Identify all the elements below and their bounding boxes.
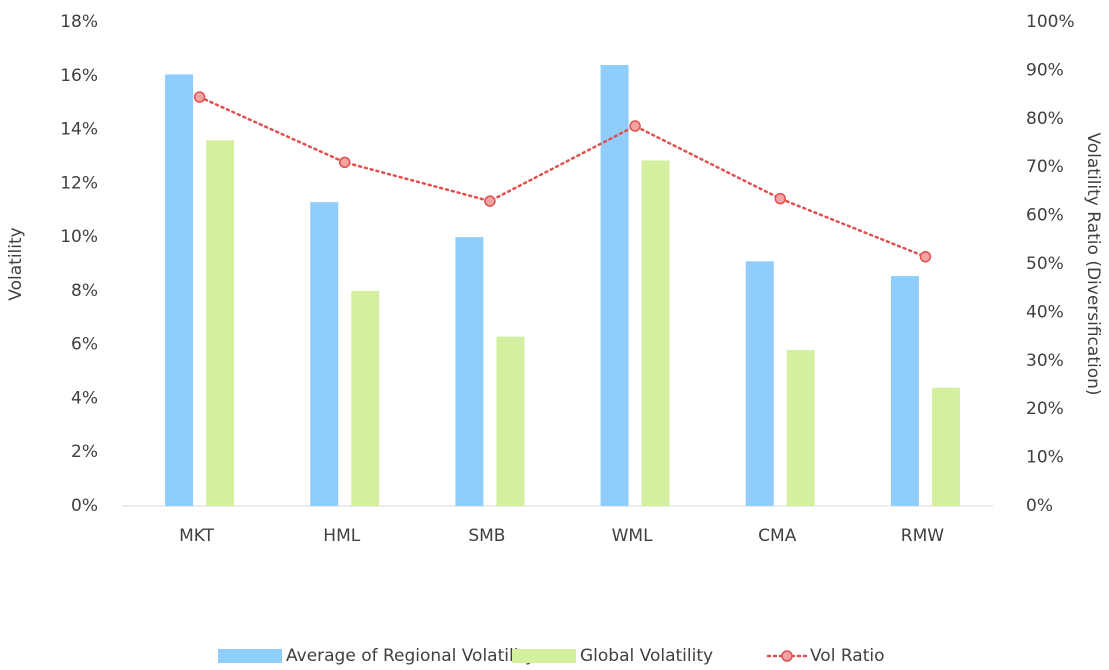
bar [351,290,380,506]
bar [786,350,815,506]
bar [496,336,525,506]
y2-tick-label: 60% [1026,206,1064,226]
y2-tick-label: 0% [1026,496,1053,516]
y-tick-label: 18% [60,12,98,32]
bar [310,202,339,506]
line-marker [629,120,641,132]
y-tick-label: 8% [71,281,98,301]
legend-swatch [781,650,793,662]
bar [455,237,484,506]
y2-tick-label: 50% [1026,254,1064,274]
y-tick-label: 14% [60,120,98,140]
line [198,95,927,258]
y-tick-label: 4% [71,388,98,408]
y-tick-label: 10% [60,227,98,247]
y2-tick-label: 10% [1026,448,1064,468]
legend-label: Average of Regional Volatility [286,646,535,666]
legend-swatch [512,649,576,663]
bar [931,387,960,506]
legend-swatch [218,649,282,663]
bar [641,160,670,506]
y2-axis-label: Volatility Ratio (Diversification) [1083,132,1103,395]
y2-tick-label: 20% [1026,399,1064,419]
bar [745,261,774,506]
legend-label: Global Volatility [580,646,713,666]
line-marker [339,156,351,169]
y-tick-label: 0% [71,496,98,516]
y2-tick-label: 70% [1026,157,1064,177]
y2-tick-label: 100% [1026,12,1075,32]
line-marker [919,250,932,263]
legend-label: Vol Ratio [810,646,884,666]
y2-tick-label: 90% [1026,60,1064,80]
line-marker [774,192,786,205]
y-tick-label: 6% [71,335,98,355]
y-tick-label: 12% [60,173,98,193]
line-marker [193,91,206,103]
x-tick-label: CMA [758,526,797,546]
y2-tick-label: 30% [1026,351,1064,371]
x-tick-label: MKT [179,526,214,546]
x-tick-label: RMW [901,526,944,546]
y2-tick-label: 80% [1026,109,1064,129]
bar [165,74,194,506]
bar [890,276,919,506]
bar [206,140,235,507]
bar [600,65,629,507]
y-axis-label: Volatility [6,227,26,300]
y-tick-label: 2% [71,442,98,462]
x-tick-label: SMB [468,526,505,546]
x-tick-label: HML [323,526,360,546]
x-tick-label: WML [612,526,653,546]
y-tick-label: 16% [60,66,98,86]
y2-tick-label: 40% [1026,302,1064,322]
line-marker [484,195,496,207]
